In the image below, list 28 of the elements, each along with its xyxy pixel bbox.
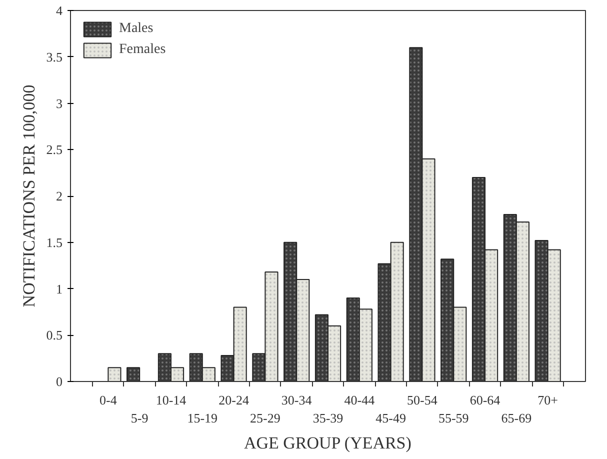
- x-tick-label: 25-29: [250, 410, 280, 426]
- x-tick-label: 70+: [538, 392, 558, 408]
- x-tick-label: 60-64: [470, 392, 501, 408]
- x-tick-label: 0-4: [100, 392, 118, 408]
- y-tick-label: 3: [56, 96, 62, 111]
- y-tick-label: 0: [56, 374, 62, 389]
- x-tick-label: 15-19: [187, 410, 218, 426]
- x-tick-label: 45-49: [376, 410, 406, 426]
- y-tick-label: 2: [56, 188, 62, 204]
- y-tick-label: 1: [56, 281, 62, 296]
- x-tick-label: 40-44: [344, 392, 376, 408]
- y-tick-label: 2.5: [46, 142, 62, 158]
- x-tick-label: 20-24: [218, 392, 250, 408]
- y-tick-label: 4: [56, 3, 63, 18]
- x-tick-label: 50-54: [407, 392, 438, 408]
- y-tick-label: 0.5: [46, 328, 62, 343]
- legend-label: Females: [119, 42, 166, 58]
- x-tick-label: 5-9: [130, 410, 148, 426]
- x-axis-title: AGE GROUP (YEARS): [244, 434, 412, 452]
- x-tick-label: 55-59: [438, 410, 469, 426]
- legend-label: Males: [119, 21, 154, 37]
- y-axis-title: NOTIFICATIONS PER 100,000: [19, 84, 38, 308]
- y-tick-label: 3.5: [46, 49, 62, 64]
- x-tick-label: 35-39: [312, 410, 344, 426]
- x-tick-label: 65-69: [501, 410, 532, 426]
- x-tick-label: 30-34: [281, 392, 312, 408]
- y-tick-label: 1.5: [46, 234, 62, 250]
- x-tick-label: 10-14: [156, 392, 187, 408]
